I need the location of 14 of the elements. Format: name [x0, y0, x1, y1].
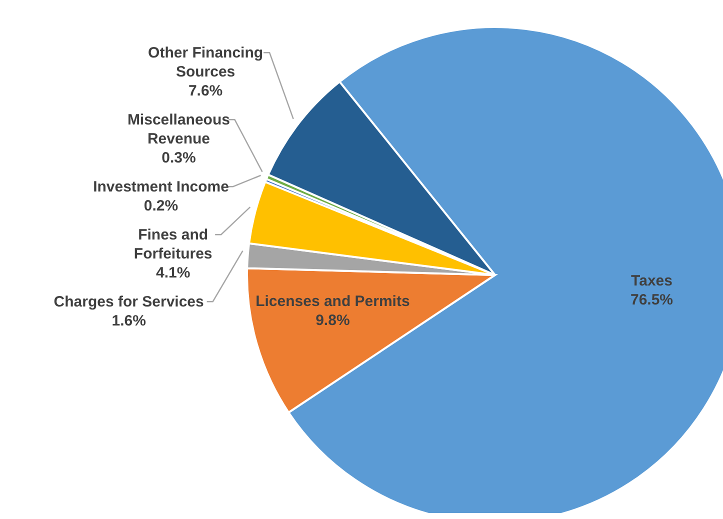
data-label: 9.8% — [316, 312, 350, 329]
data-label: 7.6% — [188, 82, 223, 100]
data-label: 1.6% — [112, 312, 146, 330]
data-label: 76.5% — [630, 291, 674, 308]
slice-label: Investment Income — [93, 178, 229, 196]
data-label: 0.3% — [162, 150, 196, 167]
data-label: 4.1% — [156, 264, 190, 282]
slice-label: Other Financing Sources — [148, 44, 264, 81]
data-label: 0.2% — [144, 198, 178, 215]
slice-label: Taxes — [631, 272, 672, 290]
slice-label: Fines and Forfeitures — [134, 226, 212, 263]
slice-label: Charges for Services — [54, 294, 204, 311]
slice-label: Miscellaneous Revenue — [127, 112, 230, 148]
slice-label: Licenses and Permits — [256, 292, 410, 310]
